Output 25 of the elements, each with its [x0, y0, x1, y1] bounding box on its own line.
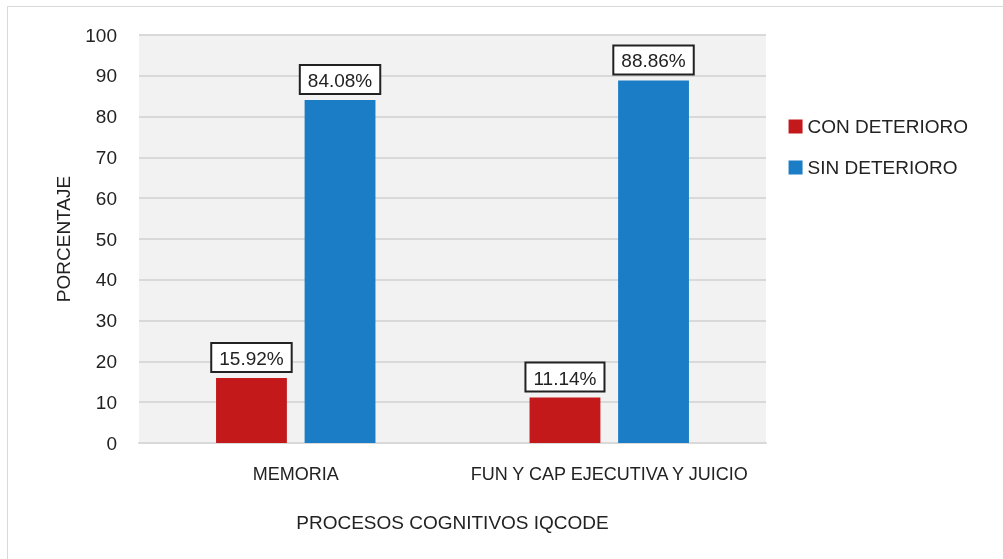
y-tick-label: 30: [95, 310, 117, 332]
y-tick-label: 70: [95, 146, 117, 168]
bar: [304, 99, 376, 443]
y-tick-label: 90: [95, 65, 117, 87]
bar: [216, 378, 287, 443]
y-tick-label: 50: [95, 228, 117, 250]
x-tick-label: FUN Y CAP EJECUTIVA Y JUICIO: [470, 464, 748, 484]
y-tick-label: 100: [85, 24, 117, 46]
y-tick-label: 0: [106, 432, 117, 454]
y-tick-label: 10: [95, 391, 117, 413]
bar: [529, 397, 601, 443]
y-tick-label: 40: [95, 269, 117, 291]
data-label: 11.14%: [533, 367, 597, 389]
data-label: 88.86%: [621, 50, 686, 72]
legend-label: CON DETERIORO: [807, 116, 968, 137]
y-tick-label: 60: [95, 187, 117, 209]
data-label: 15.92%: [219, 348, 284, 370]
bar: [618, 80, 689, 443]
x-tick-label: MEMORIA: [252, 464, 339, 484]
data-label: 84.08%: [307, 69, 373, 91]
y-tick-label: 80: [95, 106, 117, 128]
legend-label: SIN DETERIORO: [807, 157, 958, 178]
y-axis-title: PORCENTAJE: [53, 175, 74, 303]
y-tick-label: 20: [95, 350, 117, 372]
x-axis-title: PROCESOS COGNITIVOS IQCODE: [296, 512, 609, 533]
